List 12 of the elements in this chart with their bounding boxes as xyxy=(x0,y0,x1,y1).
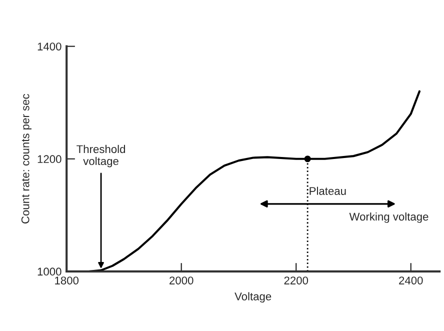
y-tick-label: 1000 xyxy=(38,268,62,276)
annotation: Threshold voltage xyxy=(76,144,126,168)
x-tick-label: 2000 xyxy=(170,276,194,284)
y-axis-title: Count rate: counts per sec xyxy=(21,94,32,224)
annotation: Plateau xyxy=(310,186,346,195)
y-tick-label: 1200 xyxy=(38,155,62,164)
y-tick-label: 1400 xyxy=(38,42,62,50)
x-tick-label: 1800 xyxy=(55,276,79,284)
x-tick-label: 2400 xyxy=(399,276,423,284)
x-axis-title: Voltage xyxy=(234,292,272,303)
ref-line-label: Working voltage xyxy=(349,212,428,223)
x-tick-label: 2200 xyxy=(284,276,308,284)
